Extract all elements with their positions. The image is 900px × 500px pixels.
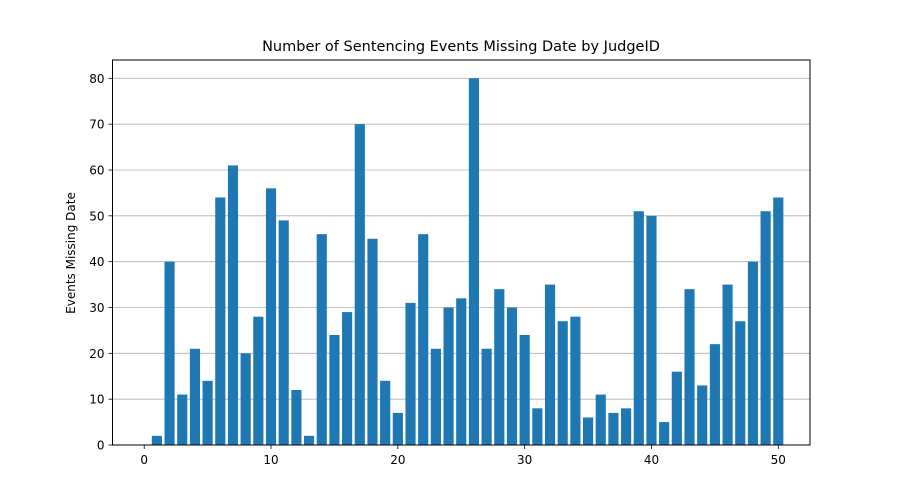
bar — [227, 165, 239, 445]
bar — [253, 316, 264, 445]
y-tick-label: 50 — [89, 209, 104, 223]
bar — [747, 261, 759, 445]
bar — [659, 422, 670, 445]
bar — [367, 238, 378, 445]
x-tick-label: 0 — [140, 453, 148, 467]
bar — [557, 321, 568, 445]
bar — [392, 412, 403, 445]
bar — [189, 348, 201, 445]
bar — [671, 371, 682, 445]
bars — [151, 78, 784, 446]
bar — [570, 316, 581, 445]
bar — [215, 197, 226, 445]
bar — [646, 215, 657, 445]
bar — [405, 302, 416, 445]
bar — [278, 220, 289, 445]
bar — [329, 335, 340, 445]
x-tick-label: 20 — [390, 453, 405, 467]
x-axis-ticks: 0 10 20 30 40 50 — [140, 445, 786, 467]
plot-frame — [112, 59, 811, 446]
bar — [418, 234, 429, 445]
y-tick-label: 80 — [89, 72, 104, 86]
bar — [735, 321, 746, 445]
bar — [760, 211, 771, 445]
bar — [303, 435, 315, 445]
bar — [532, 408, 543, 445]
bar — [544, 284, 556, 445]
bar — [151, 435, 162, 445]
bar — [443, 307, 454, 445]
bar — [582, 417, 594, 445]
bar — [380, 380, 391, 445]
bar — [773, 197, 784, 445]
x-tick-label: 40 — [644, 453, 659, 467]
bar — [494, 289, 505, 445]
bar — [354, 124, 365, 446]
bar — [240, 353, 251, 445]
bar — [164, 261, 175, 445]
y-tick-label: 10 — [89, 393, 104, 407]
y-tick-label: 30 — [89, 301, 104, 315]
bar — [621, 408, 632, 445]
bar — [177, 394, 188, 445]
y-tick-label: 20 — [89, 347, 104, 361]
y-tick-label: 40 — [89, 255, 104, 269]
bar — [430, 348, 441, 445]
bar — [595, 394, 606, 445]
bar — [468, 78, 480, 445]
bar — [608, 412, 619, 445]
bar — [519, 335, 530, 445]
bar — [506, 307, 518, 445]
bar — [265, 188, 277, 446]
bar — [342, 312, 353, 445]
bar — [202, 380, 213, 445]
y-tick-label: 60 — [89, 164, 104, 178]
bar — [684, 289, 695, 445]
x-tick-label: 50 — [771, 453, 786, 467]
y-tick-label: 0 — [97, 439, 105, 453]
y-axis-label: Events Missing Date — [64, 192, 78, 314]
bar — [316, 234, 327, 445]
x-tick-label: 10 — [263, 453, 278, 467]
bar — [291, 390, 302, 445]
x-tick-label: 30 — [517, 453, 532, 467]
y-tick-label: 70 — [89, 118, 104, 132]
bar — [481, 348, 492, 445]
bar — [709, 344, 720, 445]
bar — [697, 385, 708, 445]
bar — [633, 211, 644, 445]
chart-title: Number of Sentencing Events Missing Date… — [262, 39, 660, 55]
y-axis-ticks: 0 10 20 30 40 50 60 70 80 — [89, 72, 113, 453]
bar — [722, 284, 733, 445]
bar — [456, 298, 467, 445]
